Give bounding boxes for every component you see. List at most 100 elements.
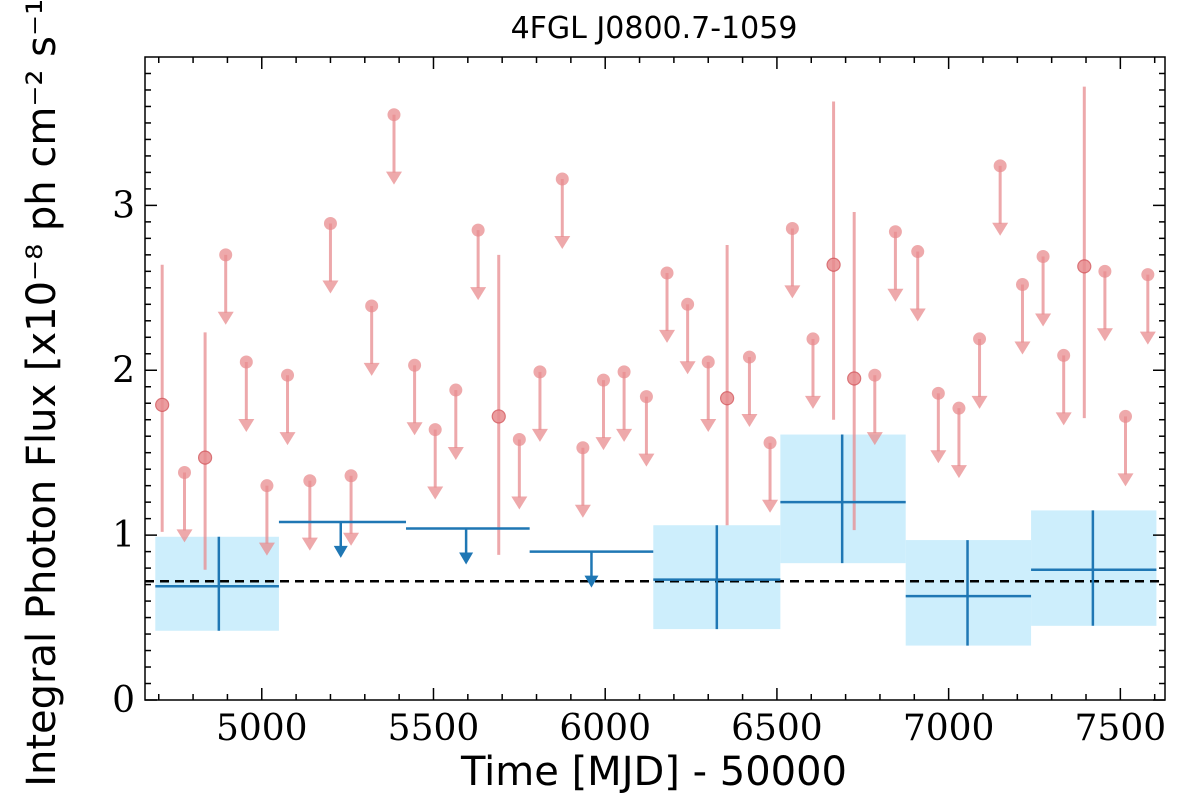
fine-bin-ul-arrow: [741, 414, 758, 428]
fine-bin-ul-arrow: [909, 308, 926, 322]
fine-bin-ul-point: [742, 350, 756, 364]
fine-bin-ul-point: [281, 368, 295, 382]
fine-bin-ul-arrow: [762, 499, 779, 513]
fine-bin-ul-arrow: [427, 486, 444, 500]
fine-bin-ul-arrow: [301, 537, 318, 551]
fine-bin-ul-point: [931, 386, 945, 400]
fine-bin-ul-arrow: [1139, 331, 1156, 345]
coarse-bin-ul-arrow: [333, 545, 348, 558]
fine-bin-ul-point: [1119, 409, 1133, 423]
fine-bin-ul-point: [576, 441, 590, 455]
fine-bin-ul-point: [1015, 278, 1029, 292]
fine-bin-point: [847, 371, 862, 386]
fine-bin-ul-arrow: [343, 532, 360, 546]
fine-bin-ul-point: [239, 355, 253, 369]
fine-bin-ul-arrow: [930, 450, 947, 464]
fine-bin-ul-arrow: [659, 329, 676, 343]
fine-bin-ul-arrow: [1035, 313, 1052, 327]
fine-bin-ul-point: [701, 355, 715, 369]
fine-bin-point: [1077, 259, 1092, 274]
fine-bin-ul-point: [763, 436, 777, 450]
fine-bin-ul-point: [177, 465, 191, 479]
fine-bin-ul-point: [911, 245, 925, 259]
x-tick-label: 5000: [216, 708, 308, 749]
fine-bin-ul-arrow: [385, 171, 402, 185]
y-tick-label: 1: [112, 515, 135, 556]
fine-bin-ul-arrow: [238, 418, 255, 432]
fine-bin-ul-point: [868, 368, 882, 382]
fine-bin-ul-arrow: [616, 428, 633, 442]
fine-bin-ul-point: [260, 479, 274, 493]
fine-bin-ul-point: [952, 401, 966, 415]
fine-bin-ul-arrow: [176, 529, 193, 543]
fine-bin-ul-point: [387, 108, 401, 122]
fine-bin-ul-arrow: [447, 446, 464, 460]
coarse-bin-ul-arrow: [584, 575, 599, 588]
fine-bin-ul-point: [533, 365, 547, 379]
fine-bin-ul-arrow: [279, 432, 296, 446]
fine-bin-ul-point: [993, 159, 1007, 173]
fine-bin-ul-arrow: [363, 362, 380, 376]
fine-bin-ul-point: [1098, 264, 1112, 278]
fine-bin-ul-arrow: [971, 395, 988, 409]
x-tick-label: 5500: [388, 708, 480, 749]
fine-bin-point: [720, 391, 735, 406]
y-tick-label: 0: [112, 680, 135, 721]
y-tick-label: 3: [112, 185, 135, 226]
fine-bin-ul-arrow: [554, 235, 571, 249]
fine-bin-ul-arrow: [700, 418, 717, 432]
fine-bin-ul-arrow: [470, 287, 487, 301]
fine-bin-ul-arrow: [258, 542, 275, 556]
fine-bin-ul-arrow: [679, 361, 696, 375]
chart-title: 4FGL J0800.7-1059: [511, 11, 798, 46]
fine-bin-ul-point: [806, 332, 820, 346]
fine-bin-ul-point: [973, 332, 987, 346]
fine-bin-ul-point: [660, 266, 674, 280]
fine-bin-ul-arrow: [1096, 328, 1113, 342]
fine-bin-point: [826, 257, 841, 272]
fine-bin-ul-arrow: [784, 285, 801, 299]
fine-bin-ul-point: [471, 223, 485, 237]
fine-bin-ul-point: [219, 248, 233, 262]
fine-bin-ul-arrow: [595, 437, 612, 451]
fine-bin-ul-point: [617, 365, 631, 379]
fine-bin-ul-arrow: [992, 222, 1009, 236]
fine-bin-ul-arrow: [1117, 473, 1134, 487]
fine-bin-ul-arrow: [322, 280, 339, 294]
fine-bin-point: [155, 397, 170, 412]
fine-bin-ul-point: [596, 373, 610, 387]
fine-bin-ul-point: [555, 172, 569, 186]
fine-bin-ul-arrow: [1014, 341, 1031, 355]
fine-bin-ul-point: [428, 423, 442, 437]
fine-bin-ul-arrow: [574, 504, 591, 518]
y-tick-label: 2: [112, 350, 135, 391]
fine-bin-ul-arrow: [804, 395, 821, 409]
fine-bin-ul-arrow: [531, 428, 548, 442]
x-tick-label: 7000: [903, 708, 995, 749]
plot-frame: [144, 56, 1166, 701]
fine-bin-ul-arrow: [950, 465, 967, 479]
fine-bin-ul-arrow: [217, 311, 234, 325]
fine-bin-ul-point: [408, 358, 422, 372]
fine-bin-ul-point: [681, 297, 695, 311]
fine-bin-ul-point: [449, 383, 463, 397]
plot-area: 5000 5500 6000 6500 7000 7500 0 1 2 3: [112, 56, 1167, 749]
fine-bin-ul-arrow: [638, 453, 655, 467]
fine-bin-point: [198, 450, 213, 465]
x-tick-label: 7500: [1075, 708, 1167, 749]
x-axis-label: Time [MJD] - 50000: [460, 749, 847, 795]
fine-bin-ul-point: [1036, 249, 1050, 263]
fine-bin-ul-arrow: [406, 422, 423, 436]
fine-bin-ul-point: [1057, 348, 1071, 362]
fine-bin-ul-arrow: [866, 432, 883, 446]
coarse-bin-ul-arrow: [459, 552, 474, 565]
fine-bin-ul-point: [323, 217, 337, 231]
fine-bin-ul-point: [888, 225, 902, 239]
fine-bin-ul-point: [639, 390, 653, 404]
fine-bin-ul-point: [303, 474, 317, 488]
fine-bin-ul-point: [344, 469, 358, 483]
fine-bin-ul-point: [365, 299, 379, 313]
fine-bin-ul-point: [512, 433, 526, 447]
fine-bin-ul-arrow: [511, 496, 528, 510]
fine-bin-point: [491, 409, 506, 424]
